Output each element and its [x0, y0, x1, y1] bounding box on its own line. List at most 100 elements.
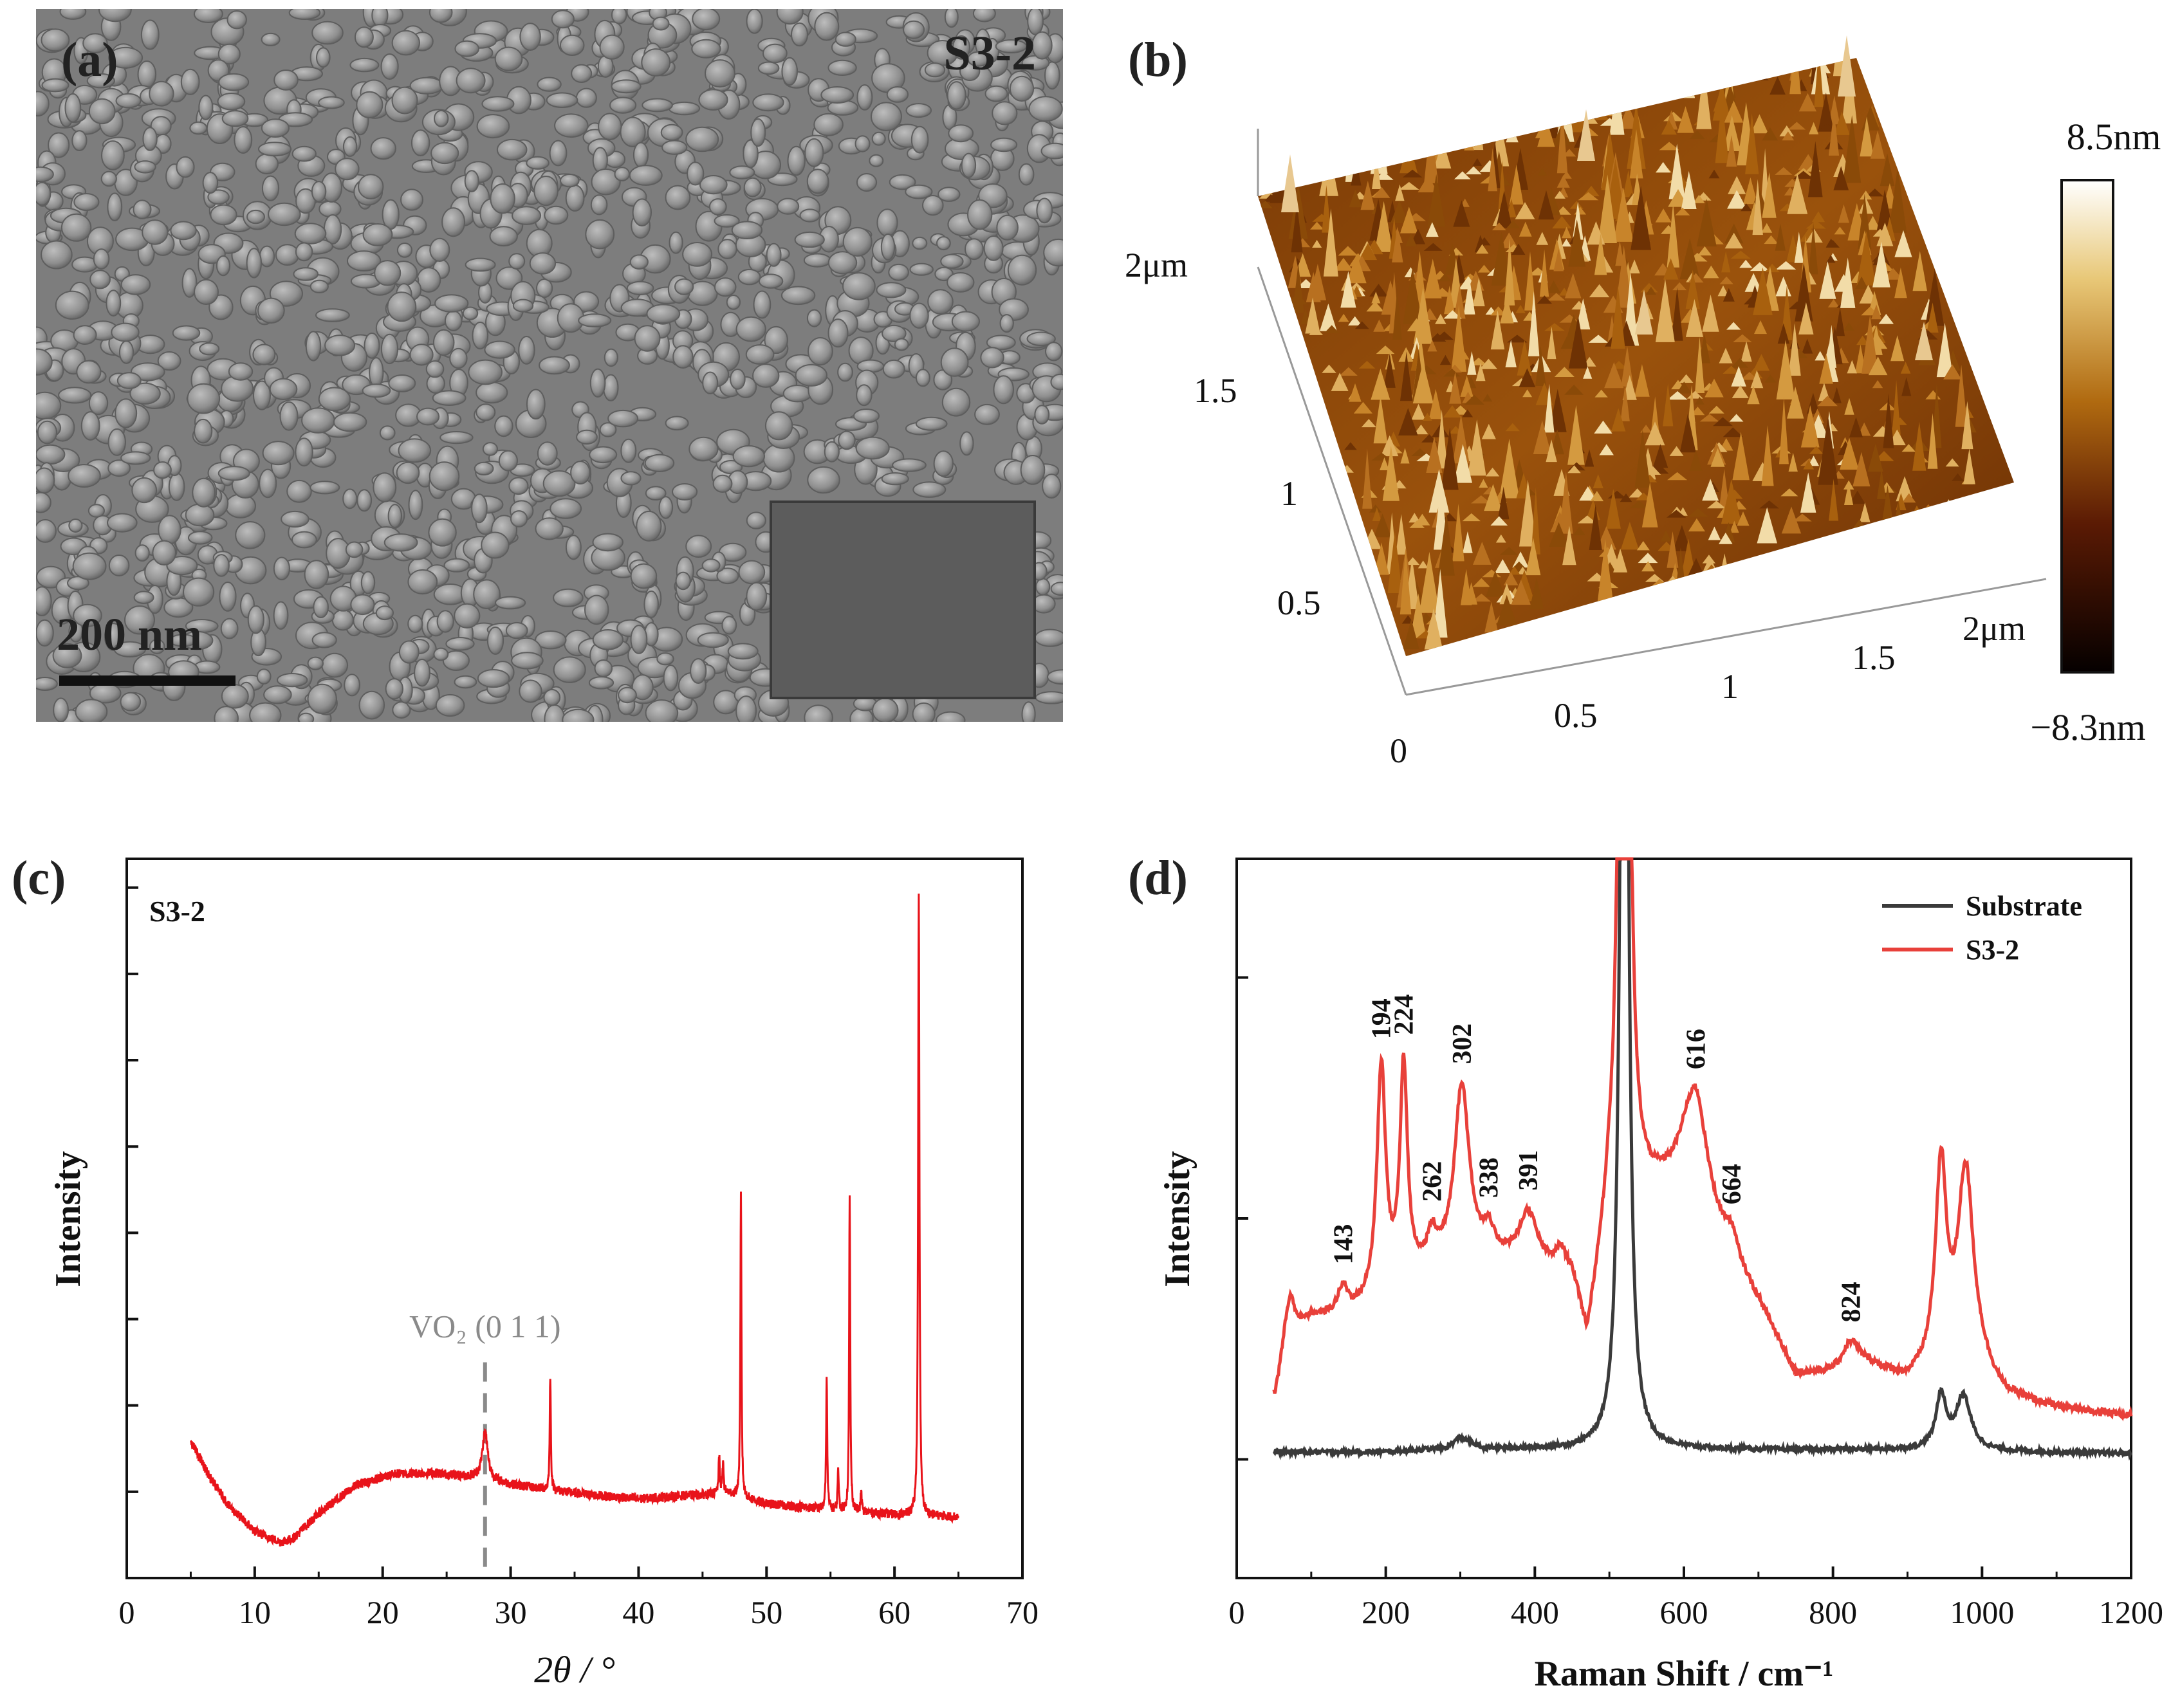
sem-grain — [674, 278, 694, 295]
sem-grain — [526, 389, 546, 420]
sem-grain — [758, 273, 784, 289]
sem-grain — [228, 362, 254, 381]
sem-grain — [120, 274, 151, 295]
sem-grain — [1034, 629, 1063, 647]
xrd-sample-label: S3-2 — [149, 895, 205, 928]
afm-spike — [1538, 190, 1555, 220]
sem-grain — [106, 289, 122, 317]
afm-spike — [1730, 250, 1751, 259]
sem-grain — [607, 409, 639, 428]
sem-grain — [490, 183, 515, 214]
sem-grain — [576, 429, 598, 445]
afm-spike — [1441, 427, 1459, 490]
sem-grain — [383, 533, 418, 552]
sem-grain — [726, 295, 741, 310]
sem-grain — [36, 519, 57, 543]
afm-spike — [1496, 594, 1517, 625]
afm-spike — [1349, 189, 1362, 208]
afm-xtick-1.5: 1.5 — [1852, 638, 1896, 677]
sem-grain — [295, 437, 313, 467]
afm-spike — [1838, 204, 1849, 223]
xrd-xtick-label: 50 — [750, 1594, 782, 1630]
afm-spike — [1403, 266, 1423, 324]
sem-grain — [335, 158, 360, 181]
afm-spike — [1818, 416, 1838, 485]
afm-spike — [1645, 421, 1665, 446]
sem-grain — [286, 479, 312, 503]
sem-grain — [508, 253, 526, 270]
afm-spike — [1793, 170, 1814, 179]
sem-grain — [735, 316, 766, 342]
sem-grain — [871, 131, 886, 146]
afm-spike — [1795, 262, 1813, 322]
afm-spike — [1849, 490, 1865, 504]
sem-grain — [886, 86, 909, 103]
afm-spike — [1858, 194, 1872, 249]
sem-grain — [414, 658, 430, 687]
afm-spike — [1473, 277, 1485, 307]
afm-spike — [1369, 284, 1388, 297]
raman-xtick-label: 1000 — [1950, 1594, 2014, 1630]
sem-grain — [387, 504, 402, 528]
afm-spike — [1519, 221, 1532, 237]
sem-grain — [592, 533, 624, 552]
afm-spike — [1511, 579, 1531, 605]
afm-spike — [1713, 417, 1733, 427]
afm-spike — [1780, 488, 1798, 497]
sem-grain — [550, 498, 582, 519]
raman-peak-label: 824 — [1836, 1282, 1866, 1323]
afm-spike — [1703, 265, 1719, 279]
sem-grain — [116, 372, 142, 389]
sem-grain — [133, 591, 154, 605]
afm-spike — [1597, 538, 1614, 605]
sem-grain — [738, 560, 766, 585]
afm-spike — [1512, 551, 1529, 568]
sem-grain — [1036, 197, 1053, 224]
afm-ytick-0.5: 0.5 — [1277, 583, 1321, 622]
sem-grain — [73, 325, 97, 345]
sem-grain — [293, 267, 319, 281]
afm-spike — [1809, 446, 1824, 454]
sem-grain — [692, 9, 721, 31]
raman-y-axis-label: Intensity — [1158, 1151, 1197, 1287]
sem-grain — [835, 32, 856, 47]
sem-grain — [36, 444, 66, 465]
sem-sample-label: S3-2 — [943, 26, 1036, 80]
sem-grain — [298, 712, 315, 722]
afm-spike — [1443, 368, 1461, 377]
afm-ytick-1.5: 1.5 — [1194, 371, 1237, 410]
raman-legend: Substrate S3-2 — [1882, 890, 2082, 966]
sem-grain — [400, 188, 423, 211]
afm-spike — [1320, 303, 1337, 331]
afm-spike — [1605, 488, 1621, 529]
afm-spike — [1479, 479, 1488, 488]
sem-grain — [634, 325, 661, 352]
sem-grain — [1007, 254, 1037, 286]
sem-grain — [714, 214, 740, 228]
sem-grain — [1035, 578, 1051, 596]
sem-grain — [481, 96, 515, 112]
sem-grain — [965, 238, 984, 261]
afm-spike — [1902, 493, 1916, 503]
afm-spike — [1372, 507, 1381, 521]
sem-grain — [107, 428, 127, 456]
sem-grain — [115, 398, 138, 428]
sem-grain — [36, 166, 54, 183]
sem-grain — [855, 135, 871, 152]
sem-grain — [189, 121, 208, 135]
sem-grain — [732, 445, 766, 468]
afm-spike — [1663, 258, 1679, 280]
afm-spike — [1400, 549, 1412, 615]
afm-spike — [1679, 374, 1694, 383]
sem-grain — [495, 266, 523, 290]
afm-spike — [1568, 316, 1588, 369]
afm-spike — [1667, 391, 1688, 400]
sem-grain — [379, 425, 396, 441]
sem-grain — [983, 235, 1004, 261]
afm-spike — [1344, 442, 1357, 450]
sem-grain — [273, 556, 290, 581]
sem-grain — [468, 359, 503, 385]
sem-grain — [486, 626, 504, 655]
afm-spike — [1681, 170, 1697, 209]
